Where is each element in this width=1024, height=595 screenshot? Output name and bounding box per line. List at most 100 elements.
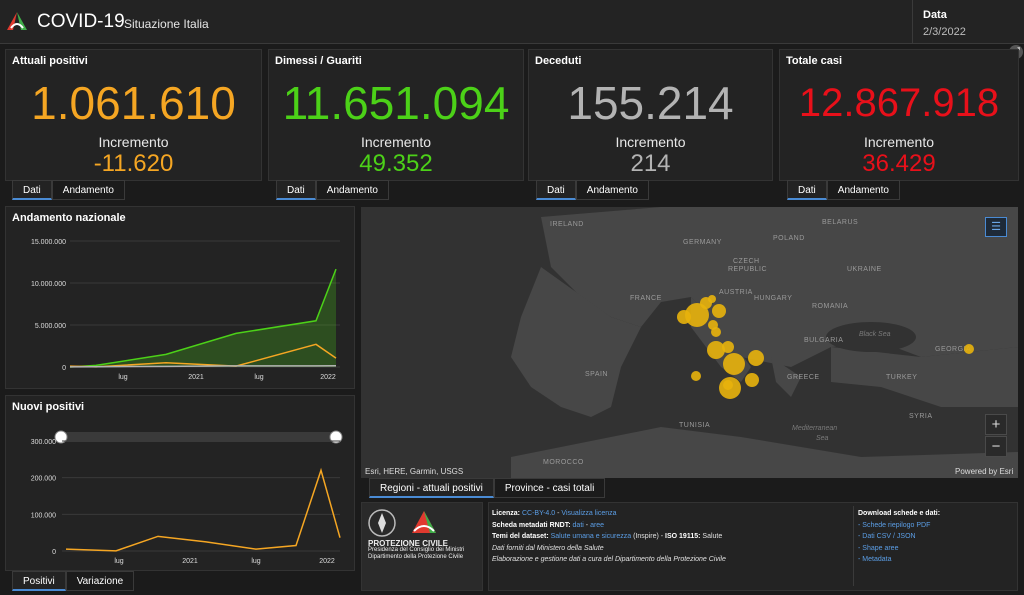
region-bubble[interactable]: [723, 353, 745, 375]
x-tick-label: lug: [114, 558, 123, 565]
kpi-tabs-4: Dati Andamento: [787, 180, 900, 200]
elaborazione-text: Elaborazione e gestione dati a cura del …: [492, 556, 726, 563]
tab-dati[interactable]: Dati: [536, 180, 576, 200]
region-bubble[interactable]: [685, 303, 709, 327]
kpi-increment-label: Incremento: [98, 134, 169, 150]
kpi-increment-value: 49.352: [359, 150, 433, 177]
map-label: BELARUS: [822, 219, 859, 226]
info-box: [488, 502, 1018, 591]
map-label: CZECH: [733, 258, 760, 265]
chart-andamento-nazionale: Andamento nazionale 15.000.000 10.000.000…: [5, 206, 355, 389]
region-bubble[interactable]: [707, 341, 725, 359]
region-bubble[interactable]: [719, 377, 741, 399]
tab-andamento[interactable]: Andamento: [575, 180, 649, 200]
nuovi-positivi-chart-svg: 300.000 200.000 100.000 0 lug 2021 lug 2022: [31, 430, 343, 565]
dati-link[interactable]: dati: [572, 521, 584, 529]
map-view[interactable]: IRELAND GERMANY CZECH REPUBLIC POLAND BE…: [361, 207, 1018, 478]
y-tick-label: 200.000: [31, 476, 56, 483]
temi-link[interactable]: Salute umana e sicurezza: [550, 533, 632, 540]
region-bubble[interactable]: [712, 304, 726, 318]
chart-tabs: Positivi Variazione: [12, 571, 135, 591]
map-label: SPAIN: [585, 371, 608, 378]
region-bubble[interactable]: [708, 295, 716, 303]
range-slider-left-handle[interactable]: [54, 430, 68, 444]
x-tick-label: lug: [254, 374, 263, 381]
andamento-chart-svg: 15.000.000 10.000.000 5.000.000 0 lug 2021 lug…: [31, 239, 340, 381]
download-link[interactable]: - Dati CSV / JSON: [858, 533, 916, 540]
y-tick-label: 300.000: [31, 439, 56, 446]
kpi-deceduti: Deceduti 155.214 Incremento 214: [528, 49, 773, 181]
tab-andamento[interactable]: Andamento: [51, 180, 125, 200]
kpi-totale-casi: Totale casi 12.867.918 Incremento 36.429: [779, 49, 1019, 181]
series-line[interactable]: [69, 364, 337, 368]
region-bubble[interactable]: [748, 350, 764, 366]
y-tick-label: 5.000.000: [35, 323, 66, 330]
map-label: IRELAND: [550, 221, 584, 228]
map-label: REPUBLIC: [728, 266, 768, 273]
app-header: COVID-19 Situazione Italia Data 2/3/2022: [0, 0, 1024, 44]
kpi-attuali-positivi: Attuali positivi 1.061.610 Incremento -1…: [5, 49, 262, 181]
map-label: SYRIA: [909, 413, 933, 420]
map-land-svg: [361, 207, 1018, 478]
app-title: COVID-19: [37, 11, 125, 32]
range-slider-track[interactable]: [61, 432, 337, 442]
range-slider-right-handle[interactable]: [329, 430, 343, 444]
series-line[interactable]: [65, 467, 341, 552]
tab-province[interactable]: Province - casi totali: [493, 478, 606, 498]
tab-dati[interactable]: Dati: [276, 180, 316, 200]
map-label: BULGARIA: [804, 337, 844, 344]
info-text: Licenza: CC-BY-4.0 - Visualizza licenza …: [492, 508, 847, 566]
y-tick-label: 0: [52, 549, 56, 556]
x-tick-label: lug: [118, 374, 127, 381]
region-bubble[interactable]: [677, 310, 691, 324]
visualizza-licenza-link[interactable]: Visualizza licenza: [561, 510, 617, 517]
tab-variazione[interactable]: Variazione: [65, 571, 135, 591]
map-sea-label: Sea: [816, 435, 829, 442]
date-box: Data 2/3/2022: [912, 0, 1024, 44]
x-tick-label: 2022: [319, 558, 335, 565]
kpi-increment-label: Incremento: [615, 134, 686, 150]
powered-by-esri[interactable]: Powered by Esri: [955, 467, 1014, 476]
scheda-label: Scheda metadati RNDT:: [492, 521, 571, 529]
map-sea-label: Mediterranean: [792, 425, 838, 432]
kpi-increment-value: -11.620: [93, 150, 174, 177]
licenza-link[interactable]: CC-BY-4.0: [521, 510, 556, 517]
tab-dati[interactable]: Dati: [12, 180, 52, 200]
kpi-increment-value: 214: [630, 150, 671, 177]
tab-positivi[interactable]: Positivi: [12, 571, 66, 591]
kpi-value: 1.061.610: [31, 77, 236, 129]
map-label: POLAND: [773, 235, 805, 242]
tab-dati[interactable]: Dati: [787, 180, 827, 200]
protezione-name: PROTEZIONE CIVILE: [368, 539, 449, 548]
temi-label: Temi del dataset:: [492, 533, 549, 540]
region-bubbles[interactable]: [677, 295, 974, 399]
zoom-in-button[interactable]: +: [985, 414, 1007, 435]
map-label: GREECE: [787, 374, 820, 381]
temi-row: Temi del dataset: Salute umana e sicurez…: [492, 531, 847, 543]
download-link[interactable]: - Shape aree: [858, 544, 899, 552]
tab-andamento[interactable]: Andamento: [315, 180, 389, 200]
region-bubble[interactable]: [711, 327, 721, 337]
series-line[interactable]: [69, 268, 337, 368]
date-label: Data: [923, 9, 947, 21]
aree-link[interactable]: aree: [590, 521, 605, 529]
kpi-value: 155.214: [567, 77, 734, 129]
zoom-out-button[interactable]: −: [985, 436, 1007, 457]
download-link[interactable]: - Schede riepilogo PDF: [858, 521, 931, 529]
region-bubble[interactable]: [722, 341, 734, 353]
fonte-text: Dati forniti dal Ministero della Salute: [492, 544, 604, 552]
y-tick-label: 100.000: [31, 512, 56, 519]
downloads-title: Download schede e dati:: [858, 510, 941, 517]
region-bubble[interactable]: [745, 373, 759, 387]
kpi-increment-value: 36.429: [862, 150, 936, 177]
region-bubble[interactable]: [964, 344, 974, 354]
tab-regioni[interactable]: Regioni - attuali positivi: [369, 478, 494, 498]
download-link[interactable]: - Metadata: [858, 556, 892, 563]
legend-list-icon[interactable]: ☰: [985, 217, 1007, 237]
tab-andamento[interactable]: Andamento: [826, 180, 900, 200]
kpi-title: Dimessi / Guariti: [275, 55, 362, 67]
licenza-row: Licenza: CC-BY-4.0 - Visualizza licenza: [492, 508, 847, 520]
map-label: TUNISIA: [679, 422, 711, 429]
map-label: HUNGARY: [754, 295, 793, 302]
region-bubble[interactable]: [691, 371, 701, 381]
